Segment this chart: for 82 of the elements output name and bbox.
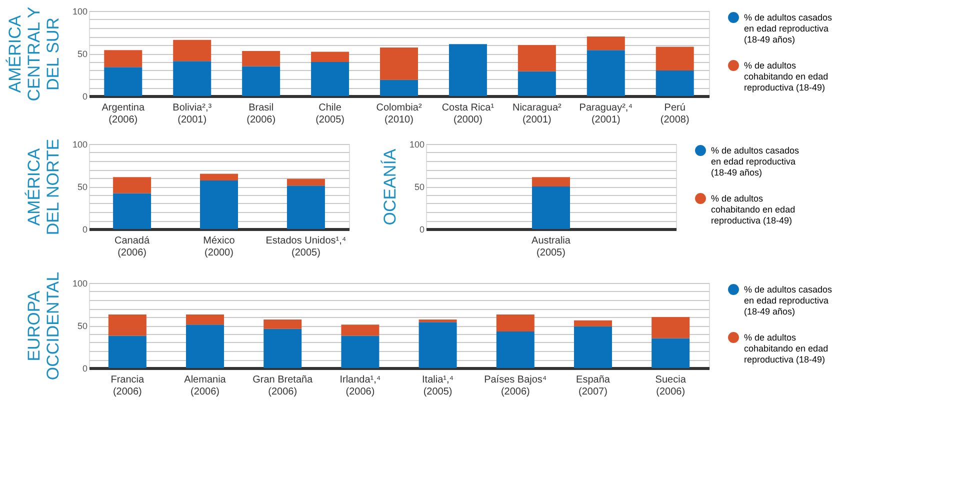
bar (586, 50, 625, 96)
bar (108, 336, 146, 368)
x-tick-label: México (2000) (203, 236, 236, 258)
x-tick-label: España (2007) (576, 374, 610, 398)
bar (108, 314, 146, 336)
x-tick-label: Nicaragua² (2001) (512, 102, 562, 126)
bar (380, 80, 418, 96)
legend-label: % de adultos casados en edad reproductiva (18-49 años) (744, 284, 833, 316)
bar (113, 193, 152, 229)
legend-label: % de adultos cohabitando en edad reproductiva (18-49) (744, 332, 828, 364)
x-tick-label: Gran Bretaña (2006) (252, 374, 314, 398)
bar (496, 331, 534, 368)
y-tick-label: 50 (77, 49, 88, 59)
y-axis-title: EUROPA OCCIDENTAL (24, 272, 62, 380)
y-tick-label: 0 (419, 224, 424, 234)
y-axis-title: AMÉRICA CENTRAL Y DEL SUR (5, 6, 62, 102)
bar (652, 338, 690, 368)
y-tick-label: 0 (82, 92, 88, 102)
x-tick-label: Suecia (2006) (655, 374, 686, 398)
x-tick-label: Chile (2005) (316, 102, 344, 126)
x-tick-label: Francia (2006) (110, 374, 145, 398)
y-tick-label: 100 (72, 278, 88, 288)
x-tick-label: Países Bajos⁴ (2006) (484, 374, 547, 398)
legend-label: % de adultos cohabitando en edad reproductiva (18-49) (711, 194, 796, 226)
bar (418, 322, 457, 368)
x-tick-label: Paraguay²,⁴ (2001) (579, 102, 633, 126)
bar (518, 45, 556, 72)
x-tick-label: Irlanda¹,⁴ (2006) (340, 374, 381, 398)
x-tick-label: Bolivia²,³ (2001) (172, 102, 212, 126)
y-tick-label: 100 (72, 6, 88, 16)
y-tick-label: 50 (414, 182, 424, 192)
y-axis-title: AMÉRICA DEL NORTE (24, 138, 62, 236)
bar (104, 67, 142, 96)
y-tick-label: 50 (77, 182, 88, 192)
x-tick-label: Alemania (2006) (184, 374, 226, 398)
bar (311, 62, 350, 96)
bar (200, 174, 238, 181)
bar (173, 61, 212, 96)
bar (242, 66, 280, 96)
x-tick-label: Italia¹,⁴ (2005) (422, 374, 454, 398)
bar (286, 186, 325, 229)
bar (574, 320, 612, 326)
bar (200, 180, 238, 229)
x-tick-label: Costa Rica¹ (2000) (442, 102, 495, 126)
bar (286, 178, 325, 186)
x-tick-label: Perú (2008) (660, 102, 690, 126)
x-tick-label: Brasil (2006) (246, 102, 276, 126)
x-tick-label: Estados Unidos¹,⁴ (2005) (266, 236, 346, 258)
bar (173, 40, 212, 62)
bar (113, 177, 152, 194)
y-tick-label: 100 (72, 140, 88, 150)
x-tick-label: Canadá (2006) (114, 236, 150, 258)
legend-label: % de adultos casados en edad reproductiva (18-49 años) (744, 12, 833, 44)
bar (186, 324, 224, 368)
bar (652, 317, 690, 338)
bar (264, 328, 302, 368)
bar (586, 36, 625, 50)
x-tick-label: Australia (2005) (532, 236, 571, 258)
x-tick-label: Colombia² (2010) (376, 102, 422, 126)
bar (496, 314, 534, 332)
y-tick-label: 0 (82, 364, 88, 374)
bar (104, 50, 142, 68)
legend-label: % de adultos cohabitando en edad reproductiva (18-49) (744, 60, 828, 92)
y-tick-label: 50 (77, 321, 88, 331)
bar (341, 336, 380, 368)
legend-label: % de adultos casados en edad reproductiva (18-49 años) (711, 146, 800, 178)
bar (264, 320, 302, 329)
bar (242, 50, 280, 66)
bar (186, 314, 224, 325)
bar (341, 324, 380, 336)
bar (656, 46, 694, 70)
y-tick-label: 0 (82, 224, 88, 234)
bar (418, 320, 457, 322)
bar (311, 52, 350, 62)
y-tick-label: 100 (409, 140, 424, 150)
bar (380, 48, 418, 80)
x-tick-label: Argentina (2006) (102, 102, 145, 126)
bar (518, 71, 556, 96)
bar (574, 326, 612, 368)
bar (656, 70, 694, 96)
bar (448, 44, 487, 96)
y-axis-title: OCEANÍA (380, 148, 400, 226)
